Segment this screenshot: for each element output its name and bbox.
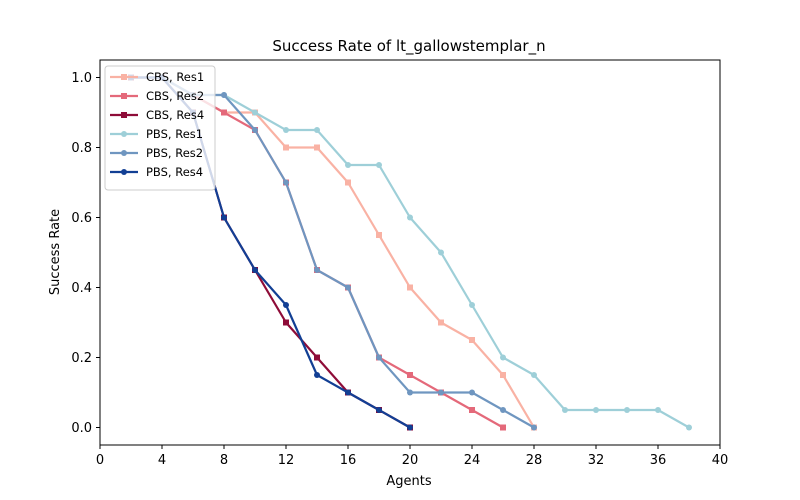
data-point xyxy=(376,407,382,413)
x-tick-label: 16 xyxy=(340,453,357,468)
data-point xyxy=(314,354,320,361)
data-point xyxy=(407,284,413,291)
data-point xyxy=(283,302,289,308)
data-point xyxy=(500,407,506,413)
data-point xyxy=(469,407,475,413)
data-point xyxy=(283,144,289,151)
data-point xyxy=(252,127,258,133)
legend-marker xyxy=(121,112,127,118)
x-axis: 0 4 8 12 16 20 24 28 32 36 40 xyxy=(96,445,728,468)
data-point xyxy=(221,92,227,98)
legend-item: PBS, Res1 xyxy=(110,127,203,141)
data-point xyxy=(345,179,351,186)
legend-item: CBS, Res2 xyxy=(110,89,204,103)
y-tick-label: 0.8 xyxy=(71,141,92,156)
legend-marker xyxy=(121,131,127,137)
data-point xyxy=(531,372,537,378)
data-point xyxy=(407,424,413,431)
x-tick-label: 24 xyxy=(464,453,481,468)
data-point xyxy=(252,109,258,116)
data-point xyxy=(314,144,320,151)
data-point xyxy=(314,267,320,273)
data-point xyxy=(376,354,382,361)
chart-title: Success Rate of lt_gallowstemplar_n xyxy=(272,37,545,56)
data-point xyxy=(221,109,227,116)
data-point xyxy=(624,407,630,413)
legend-item: PBS, Res4 xyxy=(110,165,203,179)
data-point xyxy=(283,319,289,326)
data-point xyxy=(469,337,475,343)
data-point xyxy=(345,389,351,396)
data-point xyxy=(252,267,258,273)
legend-item: CBS, Res4 xyxy=(110,108,204,122)
legend-marker xyxy=(121,93,127,99)
data-point xyxy=(500,372,506,378)
x-tick-label: 4 xyxy=(158,453,166,468)
y-axis-label: Success Rate xyxy=(48,209,63,295)
y-tick-label: 0.4 xyxy=(71,281,92,296)
y-tick-label: 0.6 xyxy=(71,211,92,226)
data-point xyxy=(438,249,444,256)
data-point xyxy=(438,319,444,326)
y-tick-label: 1.0 xyxy=(71,71,92,86)
data-point xyxy=(221,214,227,221)
x-tick-label: 20 xyxy=(402,453,419,468)
y-tick-label: 0.2 xyxy=(71,351,92,366)
data-point xyxy=(314,372,320,378)
data-point xyxy=(407,389,413,396)
data-point xyxy=(686,424,692,431)
x-tick-label: 0 xyxy=(96,453,104,468)
legend-label: CBS, Res1 xyxy=(146,70,204,84)
legend-label: PBS, Res2 xyxy=(146,146,203,160)
legend-label: PBS, Res1 xyxy=(146,127,203,141)
data-point xyxy=(407,372,413,378)
x-tick-label: 32 xyxy=(588,453,605,468)
data-point xyxy=(531,424,537,431)
data-point xyxy=(500,424,506,431)
legend-marker xyxy=(121,150,127,156)
data-point xyxy=(345,284,351,291)
legend: CBS, Res1 CBS, Res2 CBS, Res4 PBS, Res1 PBS,… xyxy=(104,65,216,191)
legend-marker xyxy=(121,169,127,175)
data-point xyxy=(345,162,351,168)
x-tick-label: 8 xyxy=(220,453,228,468)
data-point xyxy=(469,302,475,308)
x-tick-label: 28 xyxy=(526,453,543,468)
data-point xyxy=(407,214,413,221)
x-axis-label: Agents xyxy=(386,474,431,489)
data-point xyxy=(376,232,382,238)
y-axis: 0.0 0.2 0.4 0.6 0.8 1.0 xyxy=(71,71,100,436)
x-tick-label: 40 xyxy=(712,453,729,468)
x-tick-label: 12 xyxy=(278,453,295,468)
legend-item: PBS, Res2 xyxy=(110,146,203,160)
data-point xyxy=(562,407,568,413)
y-tick-label: 0.0 xyxy=(71,421,92,436)
data-point xyxy=(283,127,289,133)
data-point xyxy=(500,354,506,361)
data-point xyxy=(376,162,382,168)
data-point xyxy=(314,127,320,133)
data-point xyxy=(469,389,475,396)
data-point xyxy=(593,407,599,413)
data-point xyxy=(283,179,289,186)
legend-marker xyxy=(121,74,127,80)
legend-label: CBS, Res4 xyxy=(146,108,204,122)
data-point xyxy=(655,407,661,413)
legend-item: CBS, Res1 xyxy=(110,70,204,84)
legend-label: PBS, Res4 xyxy=(146,165,203,179)
x-tick-label: 36 xyxy=(650,453,667,468)
legend-label: CBS, Res2 xyxy=(146,89,204,103)
data-point xyxy=(438,389,444,396)
